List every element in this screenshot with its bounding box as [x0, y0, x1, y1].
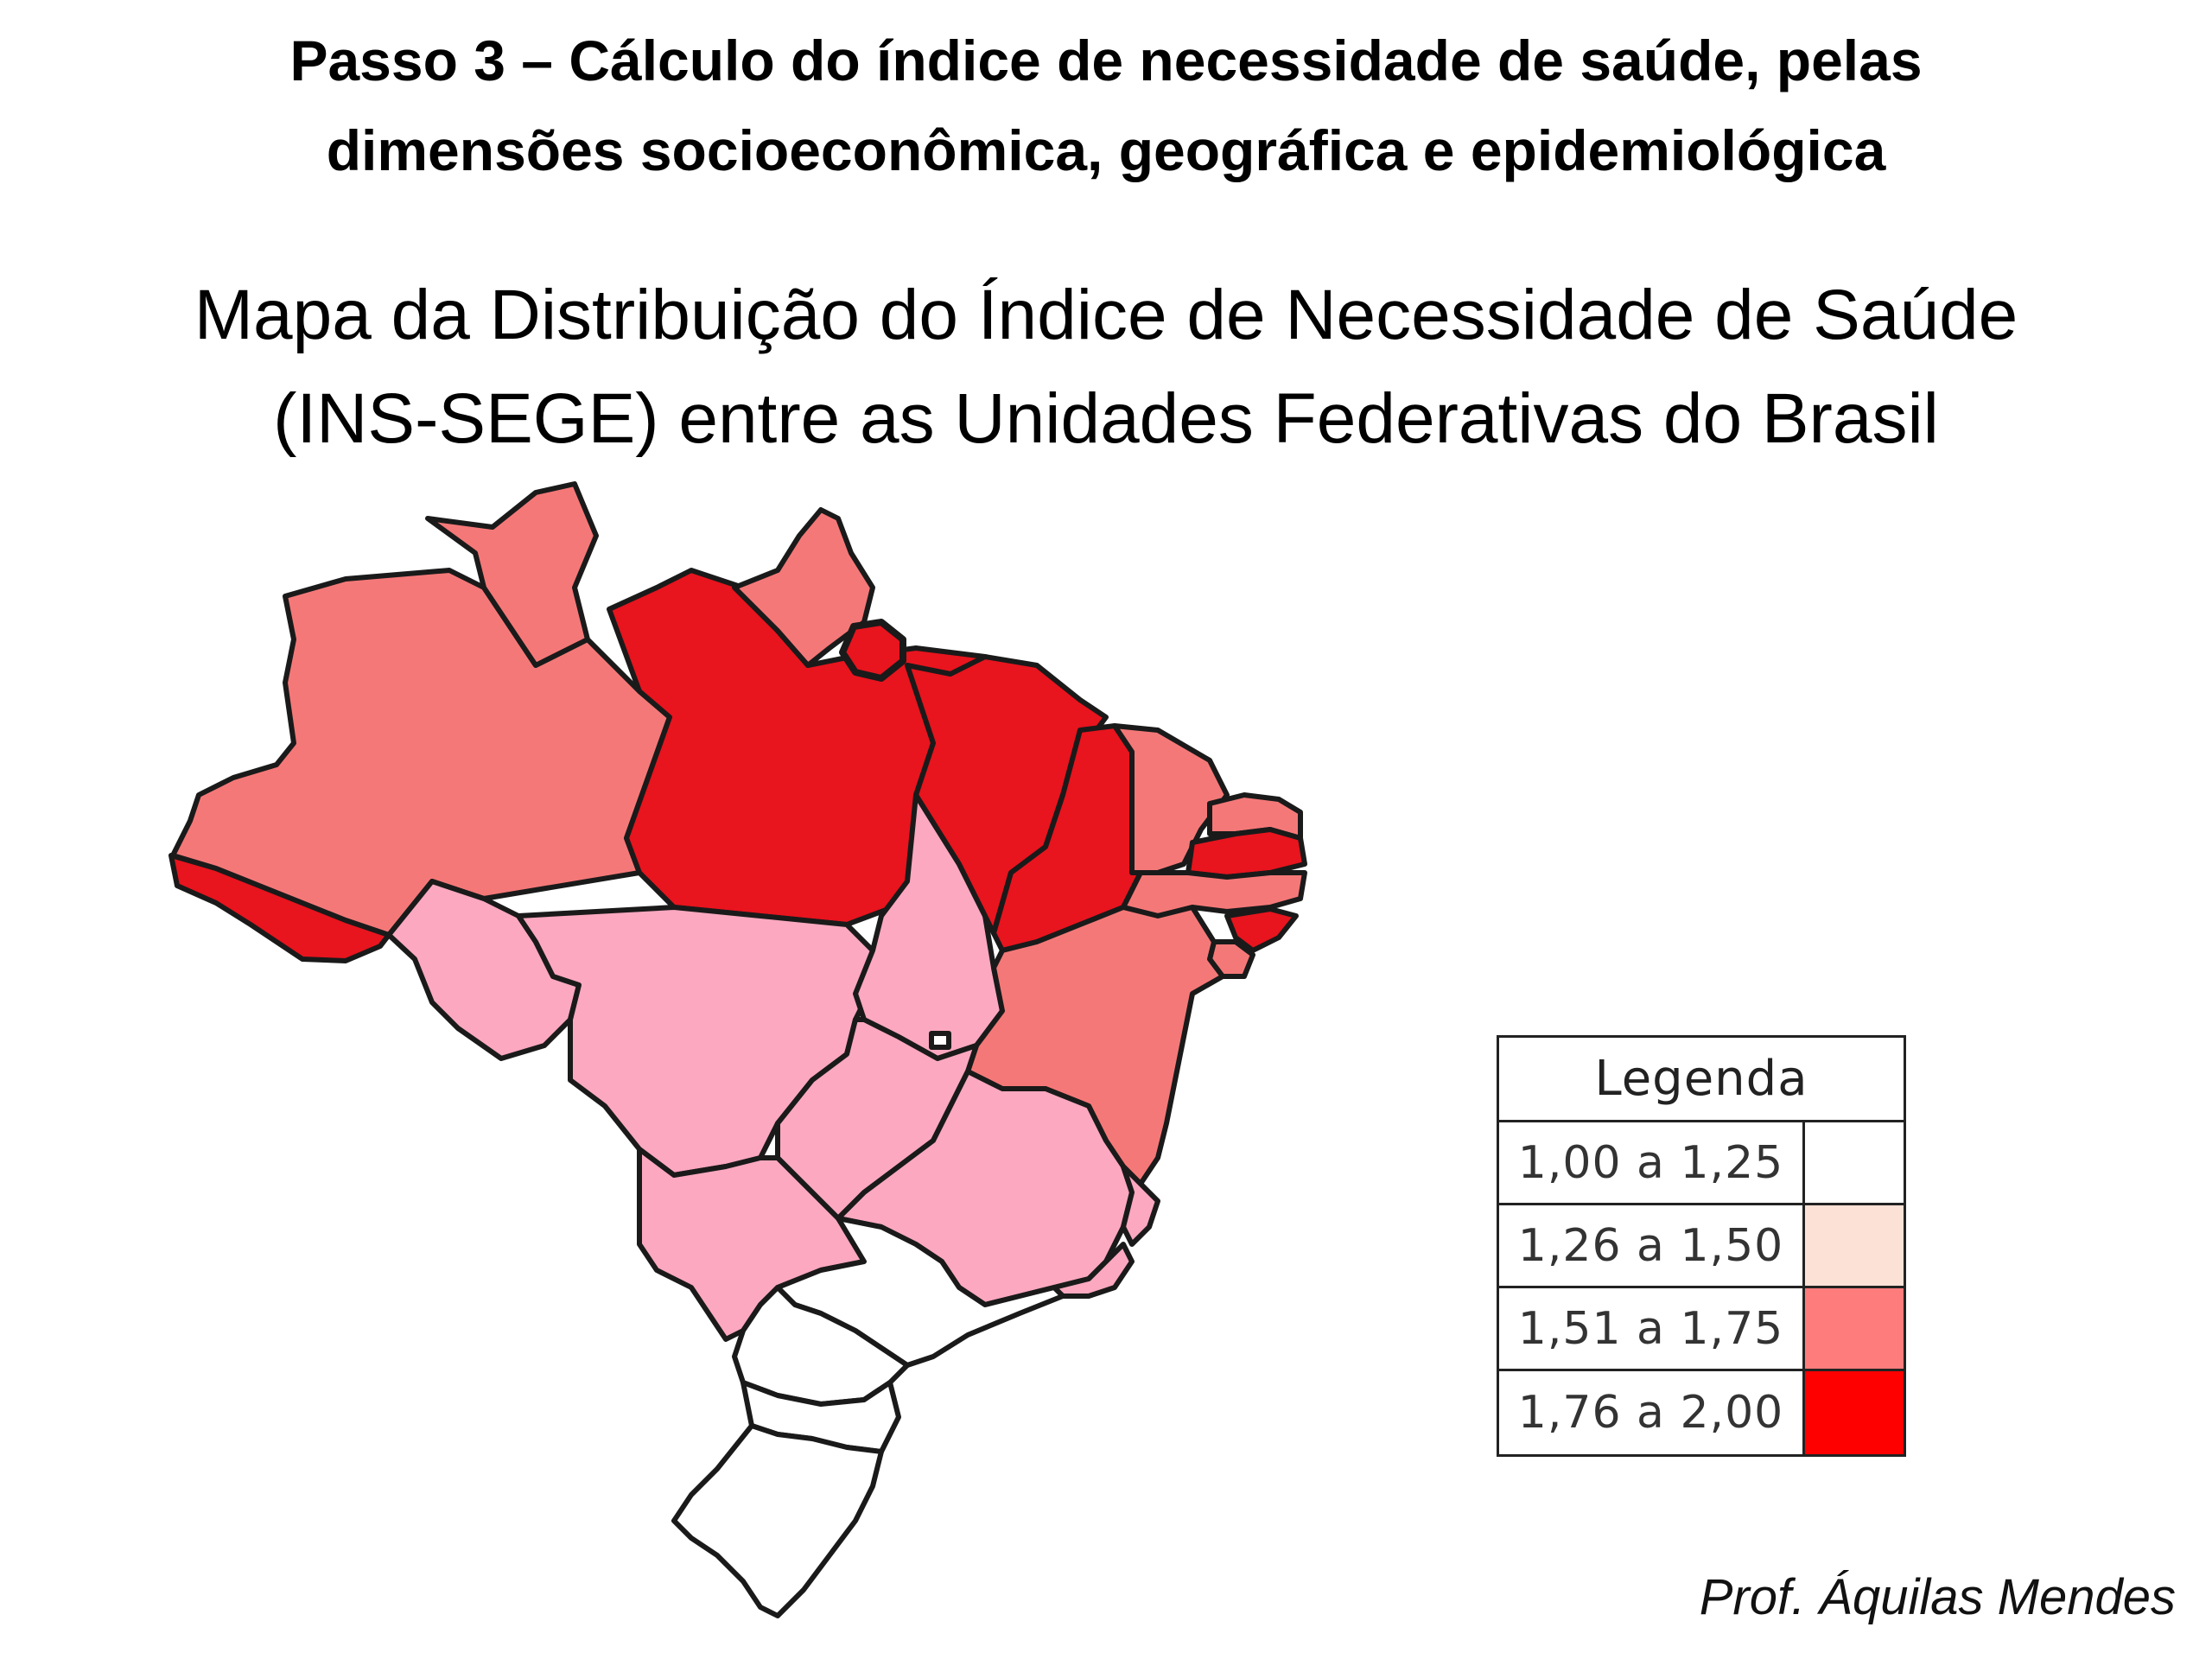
legend-row: 1,51 a 1,75 — [1499, 1288, 1904, 1371]
legend-label: 1,76 a 2,00 — [1499, 1371, 1805, 1454]
legend-row: 1,26 a 1,50 — [1499, 1205, 1904, 1288]
state-ceara — [1112, 723, 1230, 875]
state-roraima — [425, 481, 599, 668]
state-alagoas — [1224, 906, 1299, 953]
step-title: Passo 3 – Cálculo do índice de necessida… — [0, 16, 2212, 195]
state-amapa — [732, 507, 875, 668]
state-rio-grande-do-sul — [671, 1423, 884, 1618]
legend-label: 1,00 a 1,25 — [1499, 1122, 1805, 1203]
map-title-line-1: Mapa da Distribuição do Índice de Necess… — [194, 276, 2018, 354]
legend-label: 1,51 a 1,75 — [1499, 1288, 1805, 1369]
step-title-line-1: Passo 3 – Cálculo do índice de necessida… — [289, 29, 1923, 92]
legend-swatch — [1805, 1205, 1904, 1286]
legend-swatch — [1805, 1122, 1904, 1203]
legend-swatch — [1805, 1288, 1904, 1369]
map-title: Mapa da Distribuição do Índice de Necess… — [0, 264, 2212, 471]
state-amazonas — [170, 568, 672, 938]
legend: Legenda 1,00 a 1,25 1,26 a 1,50 1,51 a 1,7… — [1497, 1035, 1906, 1457]
author-credit: Prof. Áquilas Mendes — [1699, 1569, 2176, 1625]
legend-row: 1,76 a 2,00 — [1499, 1371, 1904, 1454]
state-distrito-federal — [929, 1031, 951, 1050]
state-paraiba — [1185, 827, 1307, 880]
legend-row: 1,00 a 1,25 — [1499, 1122, 1904, 1205]
map-title-line-2: (INS-SEGE) entre as Unidades Federativas… — [273, 379, 1939, 458]
state-espirito-santo — [1121, 1164, 1160, 1247]
legend-title: Legenda — [1499, 1038, 1904, 1122]
legend-label: 1,26 a 1,50 — [1499, 1205, 1805, 1286]
step-title-line-2: dimensões socioeconômica, geográfica e e… — [326, 118, 1886, 182]
state-ilha-de-marajo — [839, 619, 906, 682]
legend-swatch — [1805, 1371, 1904, 1454]
